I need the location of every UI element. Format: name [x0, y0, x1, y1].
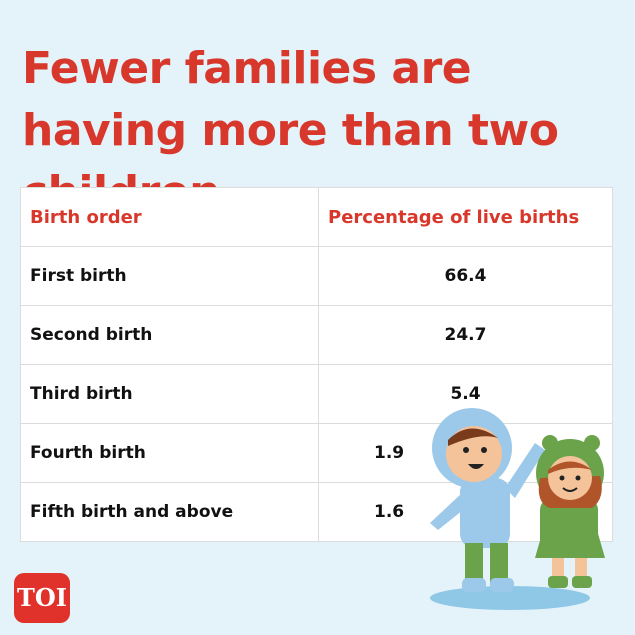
data-table: Birth order Percentage of live births Fi… — [20, 187, 613, 542]
row: First birth 66.4 — [20, 246, 613, 306]
cell: Second birth — [20, 305, 319, 365]
header-row: Birth order Percentage of live births — [20, 187, 613, 247]
cell: 24.7 — [318, 305, 613, 365]
cell: First birth — [20, 246, 319, 306]
row: Second birth 24.7 — [20, 305, 613, 365]
header-cell: Percentage of live births — [318, 187, 613, 247]
cell: Fifth birth and above — [20, 482, 319, 542]
row: Third birth 5.4 — [20, 364, 613, 424]
kids-illustration — [430, 408, 605, 610]
cell: Third birth — [20, 364, 319, 424]
header-cell: Birth order — [20, 187, 319, 247]
cell: Fourth birth — [20, 423, 319, 483]
logo: TOI — [14, 573, 70, 623]
title: Fewer families are having more than two … — [22, 43, 559, 218]
cell: 66.4 — [318, 246, 613, 306]
